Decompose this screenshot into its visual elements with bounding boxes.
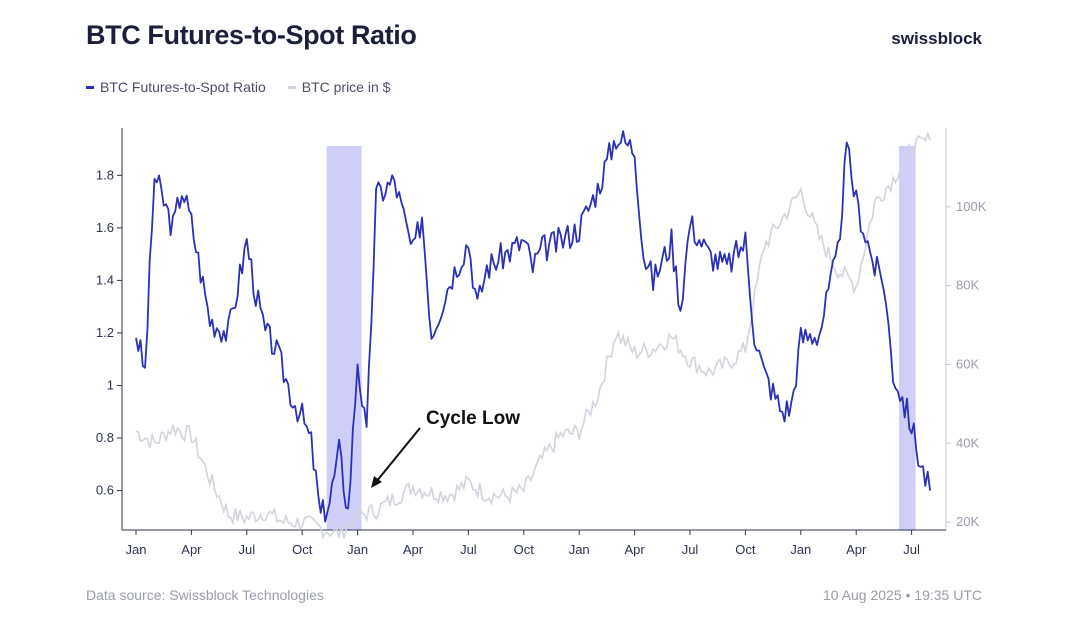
legend-swatch-price <box>287 85 296 89</box>
highlight-band-1 <box>899 146 916 530</box>
legend: BTC Futures-to-Spot Ratio BTC price in $ <box>86 79 390 95</box>
x-tick-label-5: Apr <box>403 542 424 557</box>
chart-axes <box>117 128 951 535</box>
annotation-arrow <box>375 427 421 483</box>
legend-swatch-ratio <box>86 85 94 89</box>
legend-item-ratio[interactable]: BTC Futures-to-Spot Ratio <box>86 79 266 95</box>
x-tick-label-0: Jan <box>126 542 147 557</box>
legend-label-ratio: BTC Futures-to-Spot Ratio <box>100 79 266 95</box>
x-tick-label-3: Oct <box>292 542 313 557</box>
y-left-tick-label-1: 0.8 <box>96 430 114 445</box>
y-left-tick-label-6: 1.8 <box>96 167 114 182</box>
chart-title: BTC Futures-to-Spot Ratio <box>86 20 417 50</box>
x-tick-label-12: Jan <box>790 542 811 557</box>
x-tick-label-2: Jul <box>238 542 255 557</box>
x-tick-label-8: Jan <box>569 542 590 557</box>
y-right-tick-label-1: 40K <box>956 435 979 450</box>
y-left-tick-label-0: 0.6 <box>96 483 114 498</box>
x-tick-label-10: Jul <box>682 542 699 557</box>
y-right-tick-label-0: 20K <box>956 514 979 529</box>
ratio-series <box>135 130 931 523</box>
data-source: Data source: Swissblock Technologies <box>86 587 324 603</box>
x-tick-label-7: Oct <box>514 542 535 557</box>
x-tick-label-11: Oct <box>735 542 756 557</box>
y-right-tick-label-2: 60K <box>956 356 979 371</box>
x-tick-label-1: Apr <box>181 542 202 557</box>
price-series <box>135 131 931 540</box>
annotation: Cycle Low <box>371 408 520 488</box>
y-left-tick-label-5: 1.6 <box>96 220 114 235</box>
x-tick-label-6: Jul <box>460 542 477 557</box>
annotation-arrowhead <box>371 476 382 488</box>
y-left-tick-label-4: 1.4 <box>96 272 114 287</box>
y-right-tick-label-3: 80K <box>956 278 979 293</box>
highlight-bands <box>326 146 916 530</box>
y-right-tick-label-4: 100K <box>956 199 987 214</box>
brand-logo: swissblock <box>891 29 982 48</box>
x-tick-label-4: Jan <box>347 542 368 557</box>
x-tick-label-9: Apr <box>624 542 645 557</box>
legend-label-price: BTC price in $ <box>301 79 391 95</box>
price-line <box>135 131 931 540</box>
ratio-line <box>135 130 931 523</box>
x-tick-label-14: Jul <box>903 542 920 557</box>
highlight-band-0 <box>326 146 362 530</box>
annotation-cycle-low: Cycle Low <box>426 408 520 429</box>
y-left-tick-label-2: 1 <box>107 377 114 392</box>
y-left-tick-label-3: 1.2 <box>96 325 114 340</box>
legend-item-price[interactable]: BTC price in $ <box>287 79 391 95</box>
timestamp: 10 Aug 2025 • 19:35 UTC <box>822 587 982 603</box>
tick-labels: 0.6 0.8 1 1.2 1.4 1.6 1.8 20K 40K 60K 80K 100K Jan Ap… <box>96 167 987 557</box>
x-tick-label-13: Apr <box>846 542 867 557</box>
